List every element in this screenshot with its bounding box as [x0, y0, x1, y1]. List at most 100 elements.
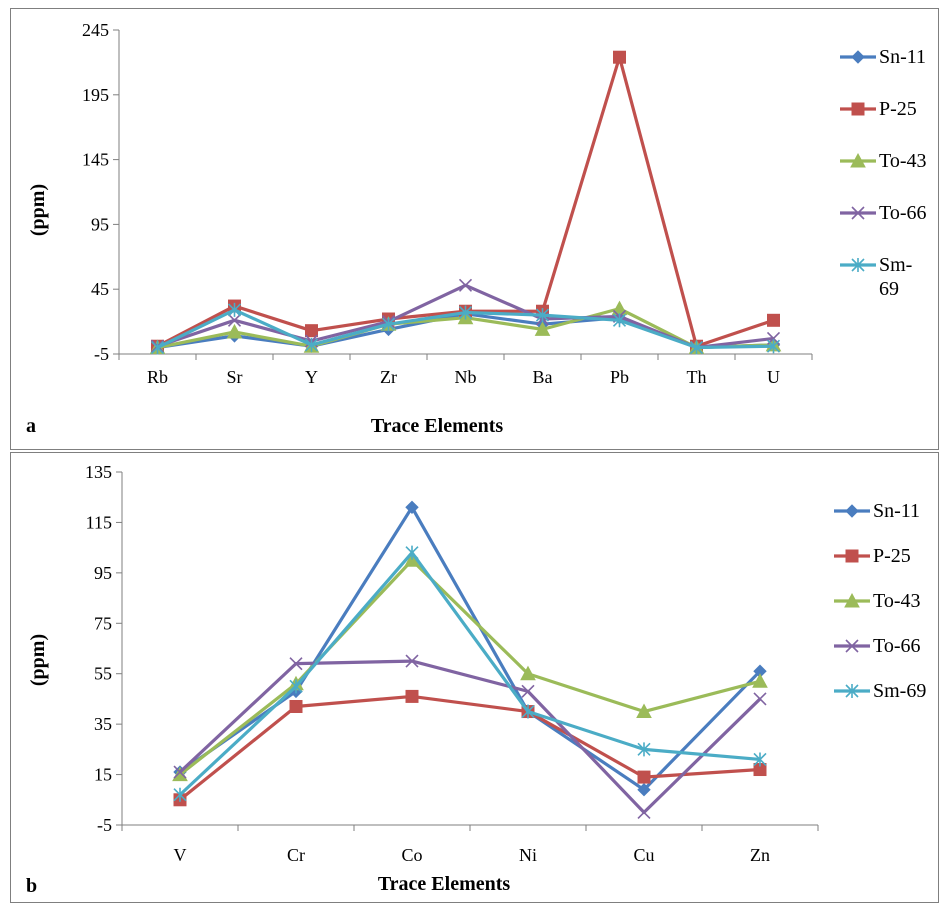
legend-item: Sn-11 — [840, 46, 926, 68]
series-line — [156, 55, 775, 348]
data-point — [458, 278, 473, 292]
y-tick-label: 115 — [86, 512, 112, 532]
x-tick-label: Rb — [147, 367, 168, 387]
plot-area-a: -5 45 95 145 195 245 Rb Sr Y Zr Nb Ba Pb Th U — [82, 20, 813, 387]
legend-marker — [850, 152, 866, 168]
data-point — [405, 654, 419, 668]
legend-item: P-25 — [840, 98, 917, 120]
x-tick-label: Pb — [610, 367, 629, 387]
legend-label: Sm-69 — [873, 680, 926, 702]
x-tick-label: Ni — [519, 845, 537, 865]
data-point — [637, 770, 651, 784]
y-tick-label: 135 — [85, 462, 112, 482]
data-point — [611, 300, 628, 316]
data-point — [766, 339, 781, 354]
x-tick-label: Y — [305, 367, 318, 387]
legend-item: P-25 — [834, 545, 911, 567]
data-point — [521, 704, 535, 719]
data-point — [767, 313, 780, 327]
y-tick-label: 145 — [82, 150, 109, 170]
x-tick-label: Cr — [287, 845, 305, 865]
legend-marker — [845, 684, 859, 698]
x-tick-label: Co — [401, 845, 422, 865]
panel-label-a: a — [26, 415, 36, 437]
legend-item: To-66 — [834, 635, 920, 657]
legend-label: Sn-11 — [873, 500, 920, 522]
data-point — [289, 657, 303, 671]
y-tick-label: 15 — [94, 765, 112, 785]
y-tick-label: 75 — [94, 613, 112, 633]
legend-item: To-66 — [840, 202, 926, 224]
y-tick-label: 55 — [94, 664, 112, 684]
data-point — [521, 684, 535, 698]
y-tick-label: 45 — [91, 279, 109, 299]
legend-marker — [844, 592, 860, 608]
plot-area-b: -5 15 35 55 75 95 115 135 V Cr Co Ni Cu Zn — [85, 462, 819, 865]
legend-marker — [851, 50, 865, 64]
series-sm-69 — [150, 302, 781, 355]
legend-marker — [845, 549, 859, 563]
data-point — [150, 340, 165, 355]
legend-item: Sm-69 — [840, 254, 912, 300]
data-point — [305, 324, 318, 338]
x-axis-label-a: Trace Elements — [371, 415, 504, 437]
legend-item: To-43 — [840, 150, 926, 172]
series-to-43 — [172, 552, 768, 782]
data-point — [405, 500, 419, 515]
legend-label: Sn-11 — [879, 46, 926, 68]
legend-label: Sm-69 — [879, 254, 912, 300]
legend-marker — [851, 206, 865, 220]
legend-label: To-66 — [873, 635, 920, 657]
data-point — [227, 302, 242, 317]
series-p-25 — [173, 689, 767, 807]
legend-item: Sn-11 — [834, 500, 920, 522]
y-tick-label: 95 — [91, 214, 109, 234]
data-point — [405, 689, 419, 703]
y-axis-label-b: (ppm) — [27, 634, 49, 686]
data-point — [172, 766, 188, 782]
data-point — [405, 545, 419, 560]
y-tick-label: 245 — [82, 20, 109, 40]
legend-marker — [851, 258, 865, 272]
data-point — [458, 305, 473, 320]
data-point — [637, 742, 651, 757]
legend-label: To-43 — [873, 590, 920, 612]
legend-label: To-66 — [879, 202, 926, 224]
series-line — [178, 659, 762, 814]
data-point — [289, 699, 303, 713]
data-point — [381, 317, 396, 332]
data-point — [753, 752, 767, 767]
legend-marker — [845, 639, 859, 653]
legend-a: Sn-11 P-25 To-43 To-66 Sm-69 — [840, 46, 926, 300]
panel-label-b: b — [26, 875, 37, 897]
legend-label: To-43 — [879, 150, 926, 172]
data-point — [636, 703, 652, 719]
legend-item: Sm-69 — [834, 680, 926, 702]
y-axis-label-a: (ppm) — [27, 184, 49, 236]
y-tick-label: 95 — [94, 563, 112, 583]
series-sm-69 — [173, 545, 767, 802]
y-tick-label: 195 — [82, 85, 109, 105]
data-point — [535, 308, 550, 323]
x-tick-label: Zn — [750, 845, 770, 865]
data-point — [226, 323, 243, 339]
series-line — [178, 694, 761, 802]
series-to-66 — [173, 654, 767, 819]
legend-b: Sn-11 P-25 To-43 To-66 Sm-69 — [834, 500, 926, 702]
series-line — [178, 551, 761, 796]
data-point — [637, 805, 651, 819]
series-line — [179, 505, 762, 792]
legend-label: P-25 — [879, 98, 917, 120]
y-tick-label: 35 — [94, 714, 112, 734]
data-point — [534, 321, 551, 336]
data-point — [637, 782, 651, 797]
legend-label: P-25 — [873, 545, 911, 567]
series-line — [179, 558, 761, 776]
data-point — [613, 50, 626, 64]
x-tick-label: Th — [687, 367, 707, 387]
x-tick-label: Sr — [226, 367, 242, 387]
x-tick-label: V — [174, 845, 187, 865]
y-tick-label: -5 — [97, 815, 112, 835]
data-point — [752, 673, 768, 688]
